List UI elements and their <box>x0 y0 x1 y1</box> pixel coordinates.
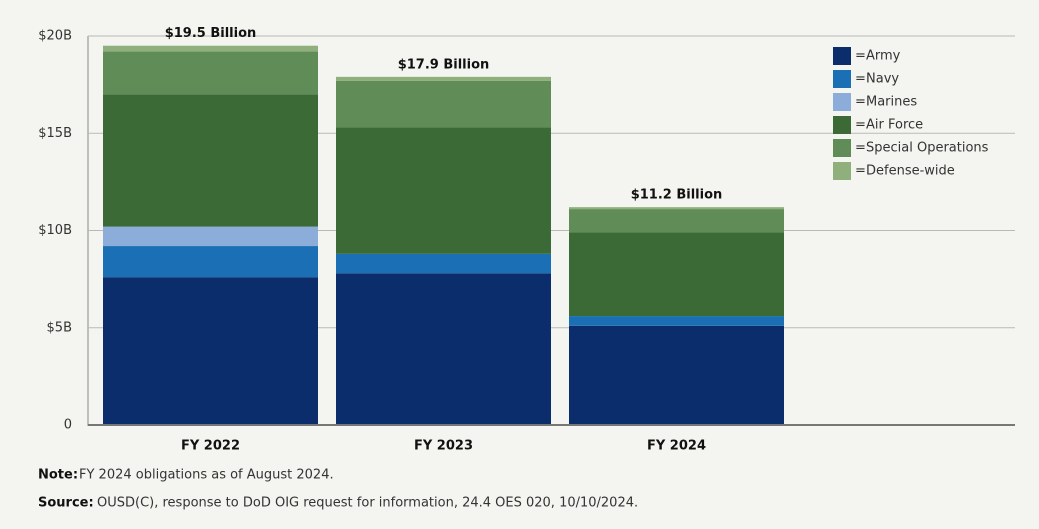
bar-segment <box>103 45 318 52</box>
bar-segment <box>569 232 784 317</box>
legend-label: Air Force <box>866 118 923 133</box>
y-tick-label: $15B <box>38 126 72 141</box>
legend-marker-text: = <box>855 72 866 87</box>
legend-marker-text: = <box>855 141 866 156</box>
bar-segment <box>103 226 318 247</box>
x-tick-label: FY 2024 <box>647 439 706 454</box>
legend-swatch <box>833 116 851 134</box>
note: FY 2024 obligations as of August 2024. <box>79 468 334 483</box>
bar-segment <box>336 127 551 254</box>
bar-segment <box>103 246 318 278</box>
bar-segment <box>103 94 318 227</box>
source: OUSD(C), response to DoD OIG request for… <box>97 496 638 511</box>
legend-label: Army <box>866 49 901 64</box>
bar-segment <box>336 76 551 81</box>
y-tick-label: 0 <box>64 418 72 433</box>
legend-label: Navy <box>866 72 899 87</box>
note-label: Note: <box>38 468 78 483</box>
source-label: Source: <box>38 496 94 511</box>
legend-swatch <box>833 139 851 157</box>
legend-label: Special Operations <box>866 141 989 156</box>
bar-segment <box>336 80 551 128</box>
legend-marker-text: = <box>855 164 866 179</box>
legend-label: Defense-wide <box>866 164 955 179</box>
legend-swatch <box>833 47 851 65</box>
x-tick-label: FY 2023 <box>414 439 473 454</box>
bar-segment <box>569 325 784 425</box>
total-label: $19.5 Billion <box>165 26 257 41</box>
legend-label: Marines <box>866 95 917 110</box>
bar-segment <box>336 273 551 425</box>
legend-swatch <box>833 162 851 180</box>
total-label: $17.9 Billion <box>398 57 490 72</box>
bar-segment <box>569 316 784 326</box>
x-tick-label: FY 2022 <box>181 439 240 454</box>
bar-segment <box>569 209 784 233</box>
bar-segment <box>103 277 318 425</box>
bar-segment <box>103 51 318 95</box>
total-label: $11.2 Billion <box>631 188 723 203</box>
bar-segment <box>569 207 784 210</box>
legend-marker-text: = <box>855 118 866 133</box>
bar-segment <box>336 253 551 274</box>
legend-marker-text: = <box>855 95 866 110</box>
y-tick-label: $20B <box>38 29 72 44</box>
legend-swatch <box>833 93 851 111</box>
legend-marker-text: = <box>855 49 866 64</box>
y-tick-label: $10B <box>38 223 72 238</box>
y-tick-label: $5B <box>47 320 72 335</box>
legend-swatch <box>833 70 851 88</box>
